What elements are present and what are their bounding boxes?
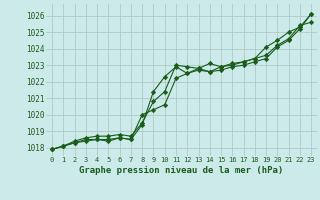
X-axis label: Graphe pression niveau de la mer (hPa): Graphe pression niveau de la mer (hPa) (79, 166, 284, 175)
